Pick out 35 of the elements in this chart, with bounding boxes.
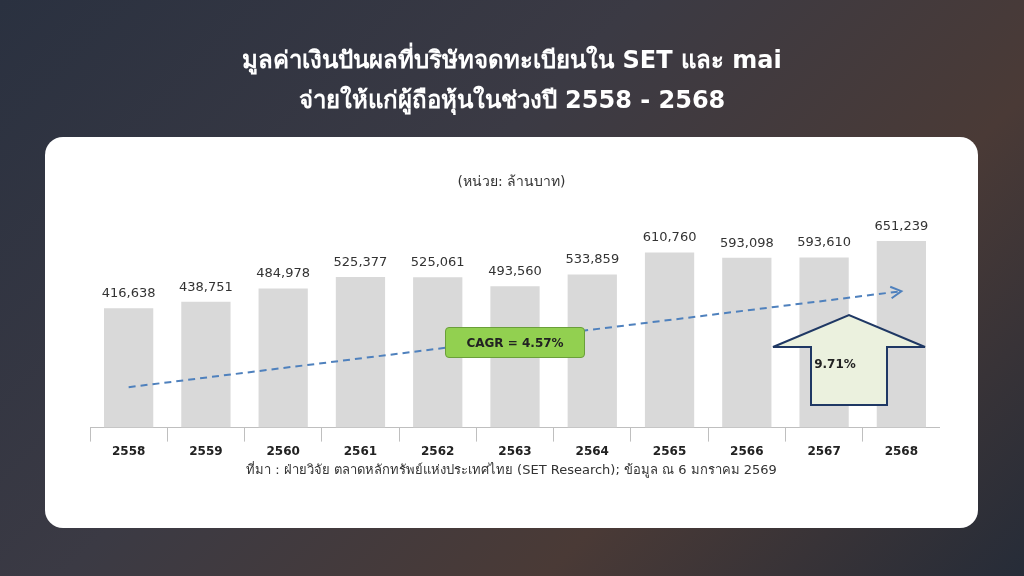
data-label: 484,978 <box>256 265 311 281</box>
x-tick-label: 2564 <box>575 443 609 458</box>
data-label: 416,638 <box>101 285 156 301</box>
chart-title: มูลค่าเงินปันผลที่บริษัทจดทะเบียนใน SET และ mai จ่ายให้แก่ผู้ถือหุ้นในช่วงปี 2558 - 2568 <box>241 41 783 117</box>
text: ที่มา : ฝ่ายวิจัย ตลาดหลักทรัพย์แห่งประเทศไทย (SET Research); ข้อมูล ณ 6 มกราคม 2569 <box>245 460 778 480</box>
note-box: CAGR = 4.57% <box>445 326 585 358</box>
x-tick-label: 2565 <box>652 443 687 458</box>
bar <box>413 277 463 428</box>
chart-subtitle: (หน่วย: ล้านบาท) <box>456 172 567 191</box>
bar <box>258 288 308 428</box>
data-label: 493,560 <box>488 263 542 279</box>
x-tick-label: 2559 <box>189 443 223 458</box>
x-tick-label: 2568 <box>884 443 919 458</box>
bar <box>567 274 617 428</box>
x-tick-label: 2562 <box>421 443 455 458</box>
x-tick-label: 2563 <box>498 443 532 458</box>
bar <box>722 257 772 428</box>
x-tick-label: 2566 <box>730 443 764 458</box>
data-label: 533,859 <box>565 251 620 267</box>
bar <box>181 301 231 428</box>
data-label: 525,377 <box>333 253 388 269</box>
data-label: 593,098 <box>719 234 774 250</box>
data-label: 438,751 <box>179 278 233 294</box>
x-tick-label: 2561 <box>343 443 378 458</box>
data-label: 525,061 <box>410 254 465 270</box>
x-tick-label: 2567 <box>807 443 841 458</box>
data-label: 610,760 <box>642 229 697 245</box>
x-tick-label: 2560 <box>266 443 300 458</box>
x-tick-label: 2558 <box>111 443 146 458</box>
data-label: 651,239 <box>874 217 929 233</box>
bar <box>644 252 695 428</box>
bar <box>335 277 386 428</box>
annotation: 9.71% <box>813 357 857 371</box>
bar <box>104 308 154 428</box>
data-label: 593,610 <box>797 234 851 250</box>
